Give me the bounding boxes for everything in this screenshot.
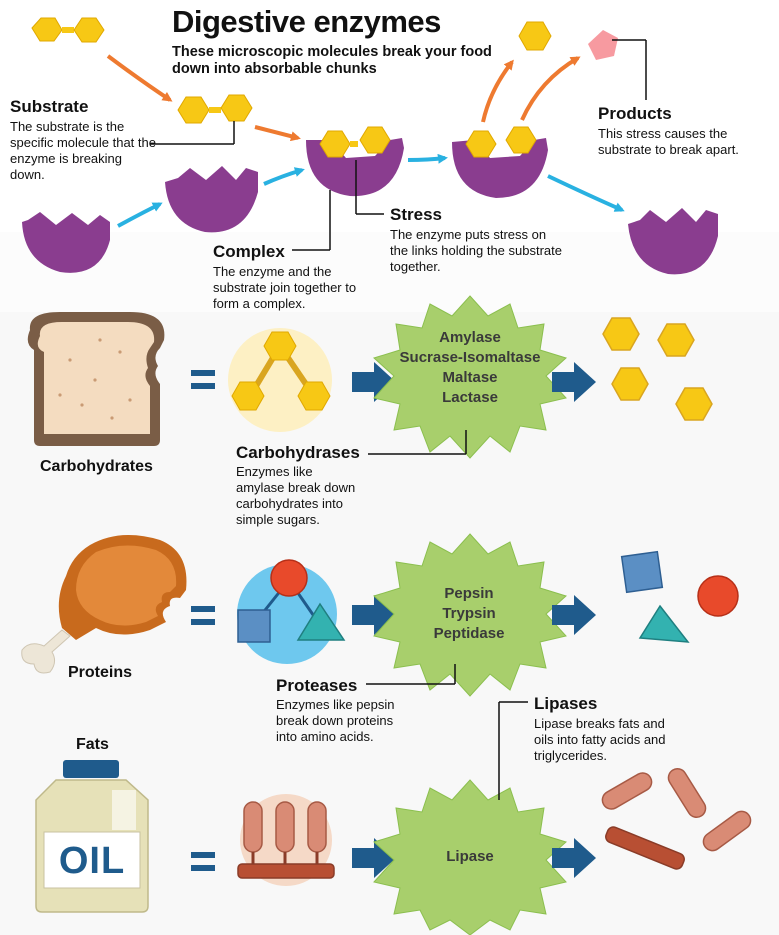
enzyme-name: Lipase xyxy=(446,848,494,865)
arrow-navy-fats-2 xyxy=(552,838,596,878)
substrate-heading: Substrate xyxy=(10,97,89,116)
substrate-molecule-free xyxy=(31,17,105,43)
substrate-description: The substrate is the specific molecule t… xyxy=(10,119,156,182)
lipases-description: Lipase breaks fats and oils into fatty a… xyxy=(534,716,666,763)
page-subtitle: These microscopic molecules break your f… xyxy=(172,44,492,77)
enzyme-burst-proteins xyxy=(373,533,567,697)
arrow-cyan-3 xyxy=(407,153,448,164)
food-label-proteins: Proteins xyxy=(68,664,133,681)
enzyme-released xyxy=(628,208,718,275)
enzyme-name: Pepsin xyxy=(444,585,494,602)
substrate-molecule xyxy=(177,94,253,124)
lipases-heading: Lipases xyxy=(534,694,598,713)
chicken-leg-icon xyxy=(21,535,187,674)
stress-description: The enzyme puts stress on the links hold… xyxy=(390,227,562,274)
arrow-orange-3 xyxy=(481,59,514,123)
products-description: This stress causes the substrate to brea… xyxy=(598,126,739,157)
enzyme-substrate-complex xyxy=(306,126,404,197)
proteases-description: Enzymes like pepsin break down proteins … xyxy=(276,697,395,744)
enzyme-name: Trypsin xyxy=(442,605,496,622)
equals-sign-fats xyxy=(191,852,215,871)
protease-enzyme-list: Pepsin Trypsin Peptidase xyxy=(394,584,544,644)
bread-icon xyxy=(27,312,165,446)
page-title: Digestive enzymes xyxy=(172,4,441,39)
food-label-carbohydrates: Carbohydrates xyxy=(40,458,153,475)
fatty-acids-icon xyxy=(601,767,752,870)
proteases-heading: Proteases xyxy=(276,676,358,695)
food-label-fats: Fats xyxy=(76,736,109,753)
equals-sign-proteins xyxy=(191,606,215,625)
enzyme-name: Sucrase-Isomaltase xyxy=(399,349,541,366)
enzyme-burst-carbs xyxy=(373,295,567,459)
oil-bottle-icon xyxy=(35,760,149,913)
complex-description: The enzyme and the substrate join togeth… xyxy=(213,264,357,311)
complex-heading: Complex xyxy=(213,242,285,261)
arrow-orange-2 xyxy=(254,125,301,142)
arrow-navy-proteins-2 xyxy=(552,595,596,635)
enzyme-name: Amylase xyxy=(439,329,501,346)
oil-bottle-label: OIL xyxy=(58,840,126,882)
stress-heading: Stress xyxy=(390,205,442,224)
enzyme-free-2 xyxy=(165,166,258,233)
arrow-navy-carbs-2 xyxy=(552,362,596,402)
arrow-orange-1 xyxy=(106,54,173,102)
arrow-cyan-1 xyxy=(117,202,163,228)
enzyme-free-1 xyxy=(22,212,110,273)
carbohydrase-enzyme-list: Amylase Sucrase-Isomaltase Maltase Lacta… xyxy=(380,328,560,408)
enzyme-name: Maltase xyxy=(442,369,498,386)
arrow-orange-4 xyxy=(520,56,581,121)
protein-molecule xyxy=(237,559,346,664)
lipase-enzyme-list: Lipase xyxy=(410,847,530,867)
arrow-cyan-2 xyxy=(263,167,305,186)
simple-sugars-icon xyxy=(602,317,713,421)
carbohydrases-heading: Carbohydrases xyxy=(236,443,360,462)
carbohydrases-description: Enzymes like amylase break down carbohyd… xyxy=(236,464,356,527)
enzyme-burst-fats xyxy=(373,779,567,935)
enzyme-name: Peptidase xyxy=(433,625,505,642)
equals-sign-carbs xyxy=(191,370,215,389)
amino-acids-icon xyxy=(620,550,739,643)
fat-molecule xyxy=(237,794,335,886)
products-heading: Products xyxy=(598,104,672,123)
enzyme-stressed-complex xyxy=(452,126,548,198)
product-pentagon xyxy=(588,30,618,60)
enzyme-name: Lactase xyxy=(442,389,498,406)
carbohydrate-molecule xyxy=(228,328,332,432)
arrow-cyan-4 xyxy=(547,174,625,212)
product-hexagon xyxy=(518,21,552,51)
